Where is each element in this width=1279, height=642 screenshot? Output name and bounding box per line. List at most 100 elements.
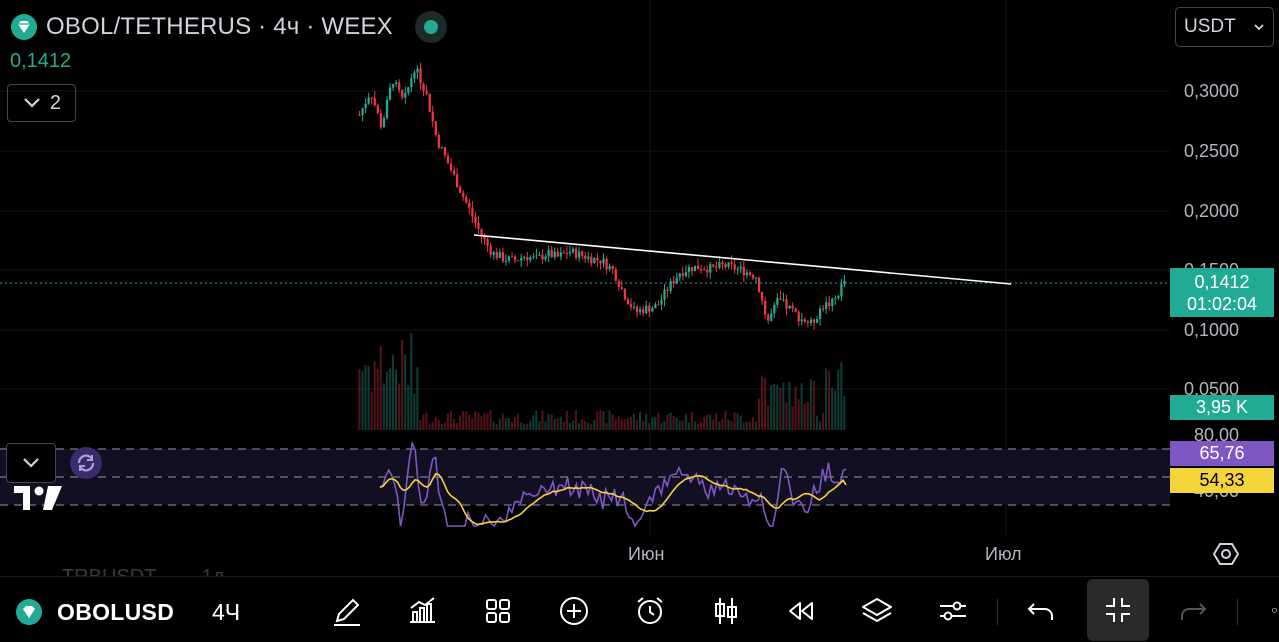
- refresh-icon[interactable]: [70, 447, 102, 479]
- volume-bar: [608, 410, 611, 430]
- candle-body: [761, 292, 764, 301]
- more-icon[interactable]: [1252, 591, 1279, 631]
- candle-body: [770, 313, 773, 321]
- volume-bars: [358, 333, 846, 430]
- axis-settings-icon[interactable]: [1213, 541, 1239, 567]
- candle-body: [568, 251, 572, 254]
- candles-icon[interactable]: [706, 591, 746, 631]
- interval-button[interactable]: 4Ч: [212, 599, 241, 625]
- candle-body: [443, 147, 447, 156]
- candle-body: [837, 296, 840, 299]
- volume-bar: [437, 419, 440, 430]
- candle-body: [483, 236, 486, 240]
- volume-bar: [812, 381, 815, 430]
- volume-bar: [388, 368, 391, 430]
- volume-bar: [581, 419, 584, 430]
- volume-bar: [452, 418, 455, 430]
- candle-body: [507, 256, 511, 261]
- volume-bar: [565, 411, 568, 430]
- candle-body: [767, 314, 770, 321]
- chevron-down-icon: [24, 98, 40, 108]
- volume-bar: [571, 420, 574, 430]
- alarm-icon[interactable]: [630, 591, 670, 631]
- trendline: [473, 234, 1012, 285]
- price-axis-label: 0,0500: [1183, 379, 1239, 399]
- candle-body: [471, 208, 474, 217]
- candle-body: [825, 302, 828, 309]
- candle-body: [773, 304, 776, 314]
- volume-bar: [715, 413, 718, 430]
- candle-body: [513, 256, 517, 261]
- volume-bar: [553, 419, 556, 430]
- undo-icon[interactable]: [1021, 591, 1061, 631]
- candle-body: [504, 260, 508, 262]
- currency-select[interactable]: USDT: [1175, 7, 1274, 47]
- redo-icon[interactable]: [1173, 591, 1213, 631]
- volume-bar: [498, 418, 501, 430]
- volume-bar: [834, 390, 837, 430]
- rsi-collapse-button[interactable]: [6, 443, 56, 483]
- volume-bar: [486, 413, 489, 430]
- volume-bar: [367, 365, 370, 430]
- candle-body: [364, 103, 367, 109]
- candle-body: [657, 304, 660, 306]
- replay-icon[interactable]: [781, 591, 821, 631]
- candle-body: [428, 93, 431, 112]
- candle-body: [629, 304, 633, 308]
- candle-body: [602, 258, 605, 264]
- candle-body: [843, 280, 846, 285]
- chart-title[interactable]: OBOL/TETHERUS · 4ч · WEEX: [46, 13, 393, 40]
- symbol-header[interactable]: OBOL/TETHERUS · 4ч · WEEX: [10, 10, 447, 44]
- candle-body: [764, 300, 767, 315]
- candle-body: [556, 251, 559, 257]
- candle-body: [730, 262, 733, 265]
- settings-sliders-icon[interactable]: [933, 591, 973, 631]
- volume-bar: [614, 419, 617, 430]
- volume-bar: [733, 412, 736, 430]
- candle-body: [620, 286, 623, 290]
- candle-body: [748, 272, 752, 275]
- pencil-icon[interactable]: [327, 591, 367, 631]
- candle-body: [666, 289, 669, 291]
- volume-bar: [413, 393, 416, 430]
- candle-body: [739, 266, 742, 269]
- candle-body: [721, 262, 724, 265]
- volume-bar: [495, 423, 498, 430]
- volume-bar: [446, 413, 449, 430]
- candle-body: [715, 266, 718, 268]
- volume-bar: [703, 417, 706, 430]
- volume-bar: [532, 415, 535, 430]
- price-chart[interactable]: [0, 0, 1279, 575]
- volume-bar: [724, 411, 727, 430]
- symbol-button[interactable]: OBOLUSD: [57, 599, 175, 625]
- volume-bar: [654, 417, 657, 430]
- volume-bar: [477, 412, 480, 430]
- candle-body: [632, 306, 636, 308]
- bottom-toolbar: OBOLUSD 4Ч: [0, 576, 1279, 642]
- indicators-icon[interactable]: [402, 591, 442, 631]
- volume-bar: [651, 417, 654, 430]
- grid-icon[interactable]: [478, 591, 518, 631]
- candle-body: [639, 309, 642, 312]
- volume-bar: [382, 383, 385, 430]
- volume-bar: [462, 411, 465, 430]
- indicators-toggle-button[interactable]: 2: [7, 84, 76, 122]
- volume-bar: [602, 411, 605, 430]
- volume-bar: [361, 371, 364, 430]
- collapse-icon[interactable]: [1087, 579, 1149, 641]
- candle-body: [361, 108, 364, 115]
- volume-bar: [828, 371, 831, 430]
- volume-bar: [764, 378, 767, 430]
- volume-bar: [745, 421, 748, 430]
- volume-bar: [797, 399, 800, 430]
- layers-icon[interactable]: [857, 591, 897, 631]
- add-icon[interactable]: [554, 591, 594, 631]
- candle-body: [395, 82, 398, 85]
- market-status-icon[interactable]: [414, 11, 447, 43]
- volume-bar: [510, 421, 513, 430]
- volume-bar: [803, 403, 806, 430]
- volume-bar: [684, 413, 687, 430]
- volume-bar: [425, 412, 428, 430]
- volume-bar: [639, 411, 642, 430]
- candle-body: [751, 274, 755, 279]
